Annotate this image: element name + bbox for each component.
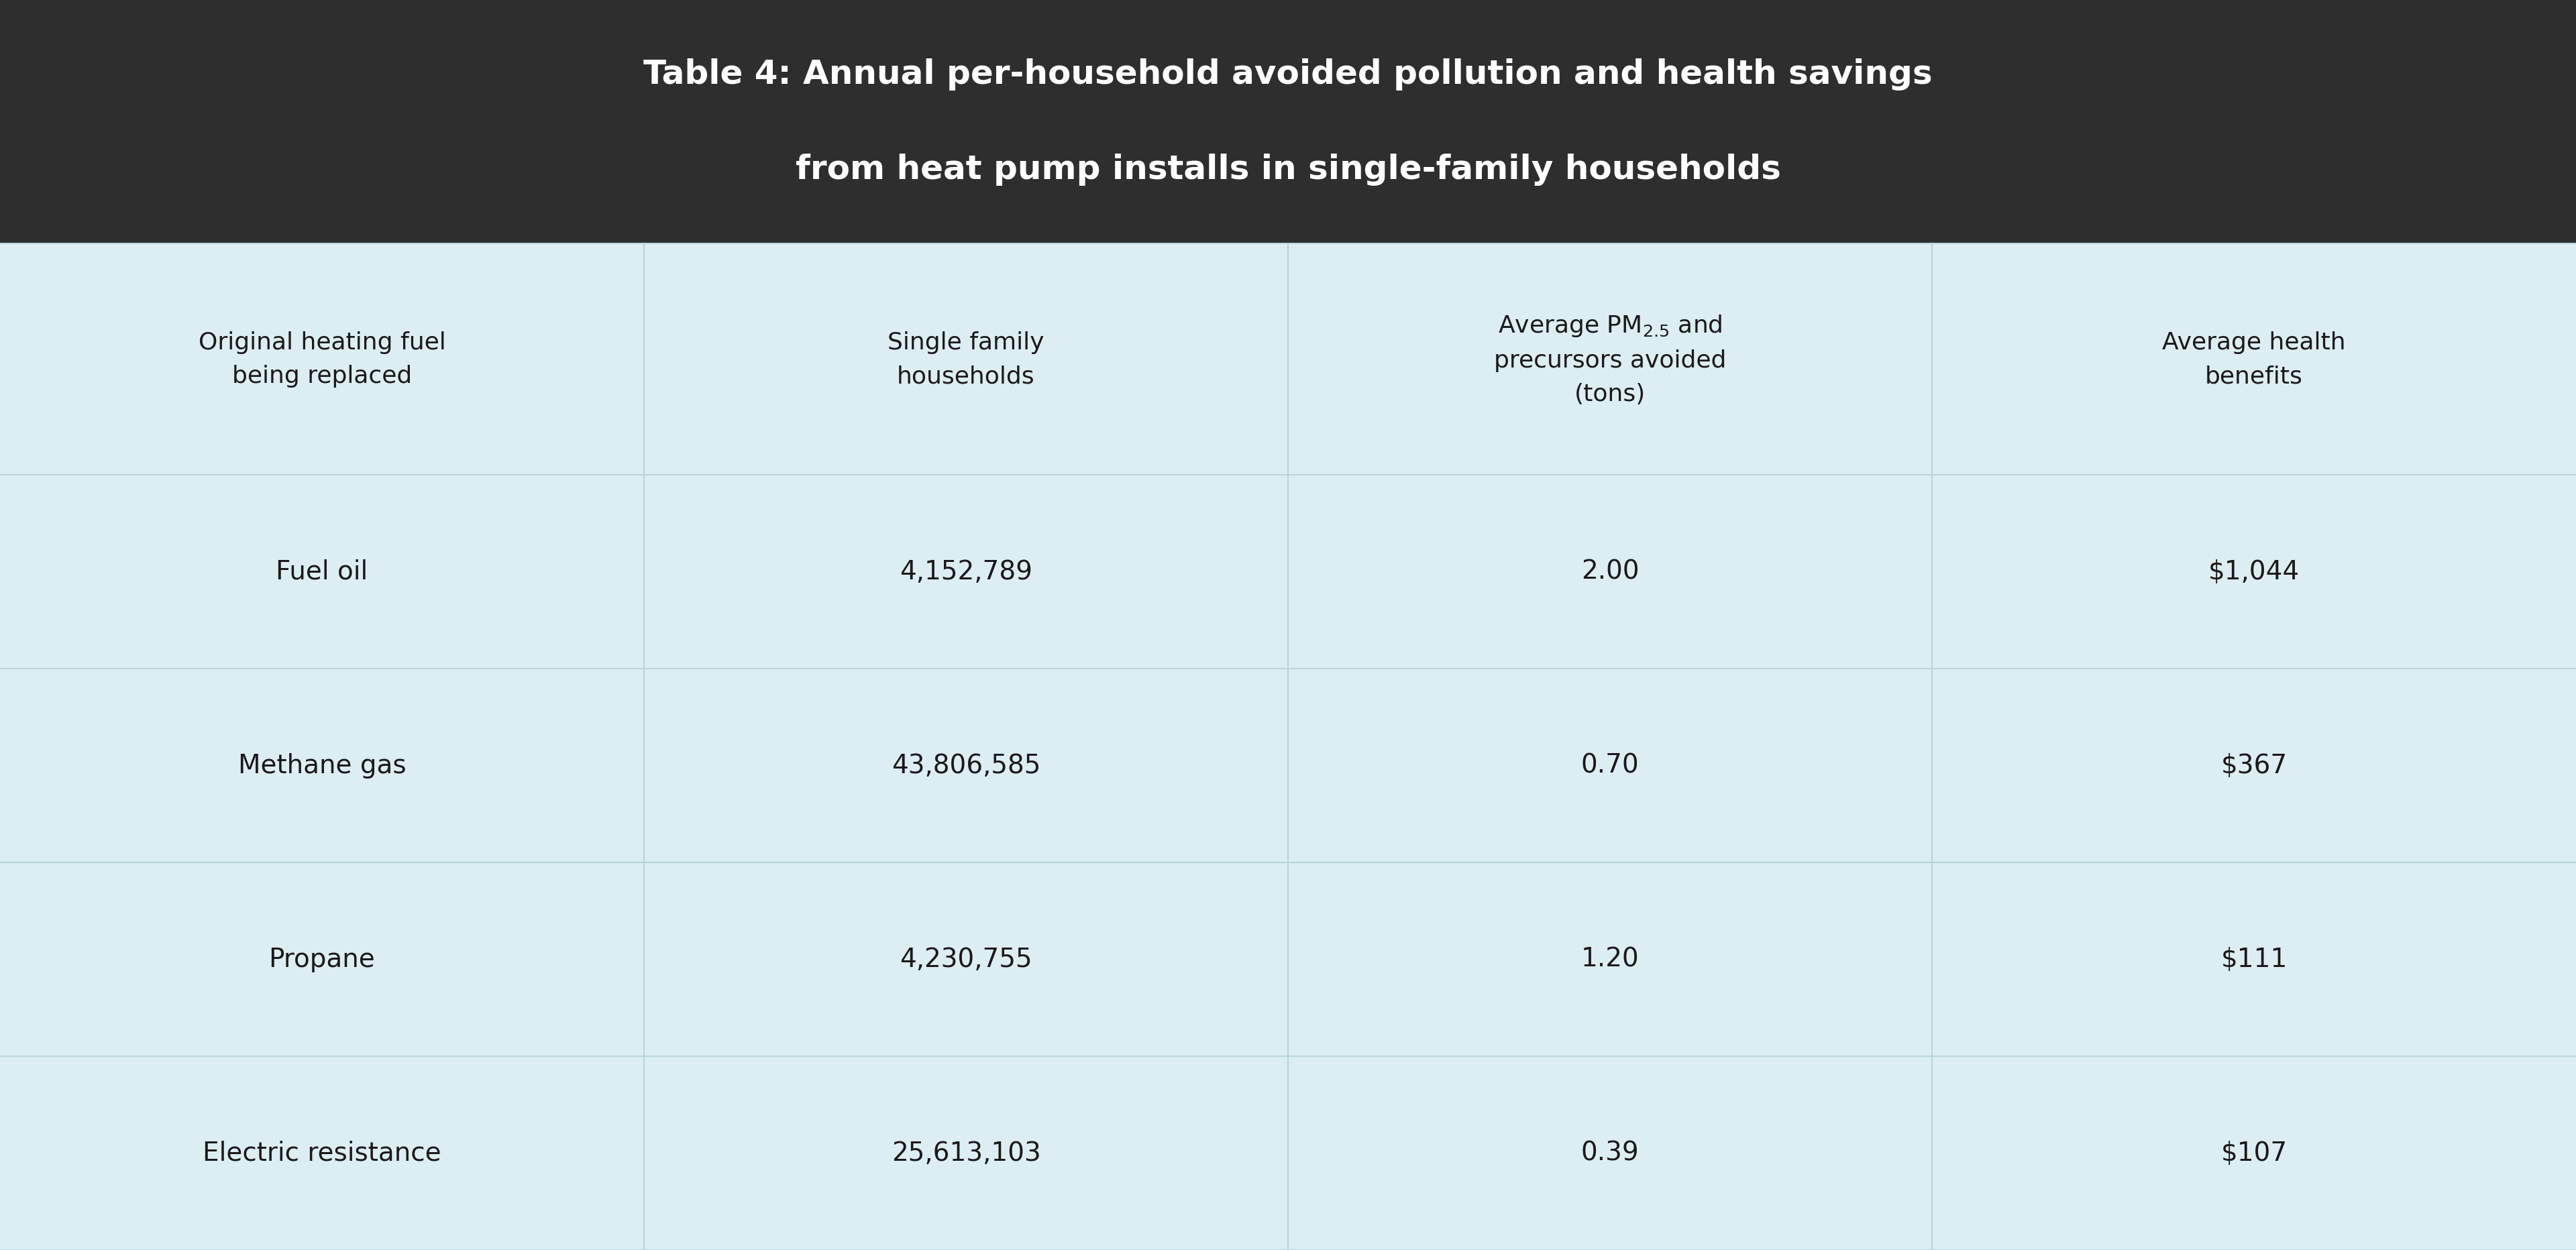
Text: $111: $111 xyxy=(2221,946,2287,972)
Text: 2.00: 2.00 xyxy=(1582,559,1638,585)
Text: 4,152,789: 4,152,789 xyxy=(899,559,1033,585)
Text: 4,230,755: 4,230,755 xyxy=(899,946,1033,972)
Text: 0.39: 0.39 xyxy=(1582,1140,1638,1166)
Text: Single family
households: Single family households xyxy=(889,331,1043,388)
Text: $107: $107 xyxy=(2221,1140,2287,1166)
Text: Original heating fuel
being replaced: Original heating fuel being replaced xyxy=(198,331,446,388)
FancyBboxPatch shape xyxy=(0,0,2576,244)
Text: 25,613,103: 25,613,103 xyxy=(891,1140,1041,1166)
Text: Propane: Propane xyxy=(268,946,376,972)
Text: 1.20: 1.20 xyxy=(1582,946,1638,972)
Text: Electric resistance: Electric resistance xyxy=(204,1140,440,1166)
Text: 0.70: 0.70 xyxy=(1582,752,1638,779)
Text: from heat pump installs in single-family households: from heat pump installs in single-family… xyxy=(796,154,1780,185)
Text: Average PM$_{2.5}$ and
precursors avoided
(tons): Average PM$_{2.5}$ and precursors avoide… xyxy=(1494,312,1726,406)
Text: Fuel oil: Fuel oil xyxy=(276,559,368,585)
Text: Average health
benefits: Average health benefits xyxy=(2161,331,2347,388)
Text: $1,044: $1,044 xyxy=(2208,559,2300,585)
Text: Table 4: Annual per-household avoided pollution and health savings: Table 4: Annual per-household avoided po… xyxy=(644,59,1932,90)
Text: $367: $367 xyxy=(2221,752,2287,779)
Text: 43,806,585: 43,806,585 xyxy=(891,752,1041,779)
Text: Methane gas: Methane gas xyxy=(237,752,407,779)
